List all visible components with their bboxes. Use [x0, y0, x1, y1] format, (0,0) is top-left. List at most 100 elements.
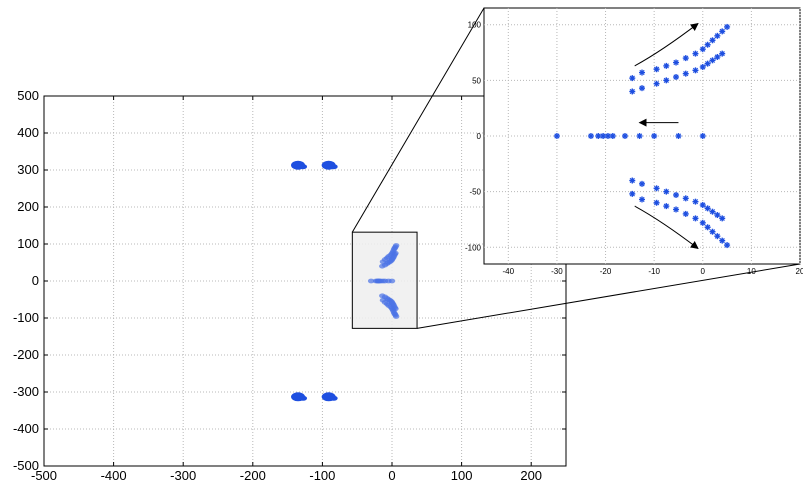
- inset-data-point: [653, 80, 660, 87]
- main-y-tick-label: 300: [17, 162, 39, 177]
- inset-data-point: [595, 133, 602, 139]
- inset-data-point: [719, 50, 726, 57]
- main-y-tick-label: 400: [17, 125, 39, 140]
- inset-data-point: [719, 237, 726, 244]
- inset-data-point: [709, 57, 716, 64]
- main-plot: -500 -400 -300 -200 -100 0 100 200-500-400-300-…: [13, 88, 567, 483]
- inset-x-tick-label: -40: [503, 267, 515, 276]
- inset-data-point: [709, 228, 716, 235]
- inset-data-point: [699, 46, 706, 53]
- main-data-point: [388, 278, 396, 284]
- inset-y-tick-label: 0: [477, 132, 482, 141]
- zoom-connector-lines: [351, 7, 801, 329]
- inset-data-point: [699, 133, 706, 139]
- inset-data-point: [651, 133, 658, 139]
- inset-data-point: [724, 242, 731, 249]
- inset-data-point: [692, 215, 699, 222]
- main-y-tick-label: -100: [13, 310, 39, 325]
- main-x-tick-label: 200: [520, 468, 542, 483]
- inset-data-point: [663, 77, 670, 84]
- inset-data-point: [553, 133, 560, 139]
- inset-x-tick-label: 10: [747, 267, 756, 276]
- inset-data-point: [663, 203, 670, 210]
- inset-data-point: [709, 208, 716, 215]
- inset-data-point: [709, 37, 716, 44]
- inset-data-point: [692, 198, 699, 205]
- inset-data-point: [714, 32, 721, 39]
- inset-x-tick-label: -20: [600, 267, 612, 276]
- inset-data-point: [682, 210, 689, 217]
- inset-y-tick-label: 50: [472, 76, 481, 85]
- inset-data-point: [699, 202, 706, 209]
- main-x-tick-label: -100: [309, 468, 335, 483]
- main-y-tick-label: 100: [17, 236, 39, 251]
- main-data-point: [392, 306, 399, 312]
- main-x-tick-label: 100: [451, 468, 473, 483]
- zoom-connector-line: [351, 7, 485, 233]
- inset-x-tick-label: 20: [796, 267, 803, 276]
- pole-cluster-tail: [329, 164, 338, 170]
- main-y-tick-label: -400: [13, 421, 39, 436]
- inset-data-point: [636, 133, 643, 139]
- main-data-point: [367, 278, 375, 284]
- inset-data-point: [673, 206, 680, 213]
- inset-data-point: [682, 55, 689, 62]
- inset-data-point: [704, 60, 711, 67]
- inset-data-point: [682, 70, 689, 77]
- main-x-tick-label: -500: [31, 468, 57, 483]
- inset-data-point: [682, 195, 689, 202]
- inset-data-point: [714, 212, 721, 219]
- trajectory-arrow: [634, 205, 699, 250]
- inset-data-point: [639, 85, 645, 92]
- inset-data-point: [692, 50, 699, 57]
- inset-data-point: [673, 191, 680, 198]
- inset-data-point: [653, 199, 660, 206]
- main-y-tick-label: 500: [17, 88, 39, 103]
- inset-y-tick-label: 100: [468, 21, 482, 30]
- inset-data-point: [719, 28, 726, 35]
- inset-y-tick-label: -100: [465, 243, 482, 252]
- main-x-tick-label: -200: [240, 468, 266, 483]
- inset-data-point: [724, 23, 731, 30]
- trajectory-arrow: [634, 22, 699, 67]
- inset-data-point: [639, 180, 645, 187]
- inset-x-tick-label: -10: [648, 267, 660, 276]
- inset-data-point: [629, 190, 636, 197]
- inset-data-point: [704, 224, 711, 231]
- inset-data-point: [653, 185, 660, 192]
- pole-cluster-tail: [299, 164, 308, 170]
- main-x-tick-label: -400: [101, 468, 127, 483]
- inset-data-point: [639, 69, 645, 76]
- inset-data-point: [699, 63, 706, 70]
- inset-data-point: [629, 88, 636, 95]
- main-y-tick-label: -300: [13, 384, 39, 399]
- inset-x-tick-label: 0: [701, 267, 706, 276]
- inset-data-point: [714, 53, 721, 60]
- inset-data-point: [587, 133, 594, 139]
- inset-y-tick-label: -50: [469, 188, 481, 197]
- inset-data-point: [639, 196, 645, 203]
- inset-x-tick-label: -30: [551, 267, 563, 276]
- zoom-connector-line: [416, 263, 801, 329]
- main-data-point: [392, 243, 400, 248]
- inset-data-point: [653, 66, 660, 73]
- main-y-tick-label: 0: [32, 273, 39, 288]
- inset-data-point: [663, 188, 670, 195]
- inset-data-point: [663, 62, 670, 69]
- main-y-tick-label: -200: [13, 347, 39, 362]
- inset-data-point: [629, 75, 636, 82]
- inset-data-point: [692, 67, 699, 74]
- inset-data-point: [714, 233, 721, 240]
- inset-data-point: [719, 215, 726, 222]
- inset-data-point: [604, 133, 611, 139]
- pole-cluster-tail: [329, 395, 338, 401]
- inset-data-point: [699, 219, 706, 226]
- main-x-tick-label: -300: [170, 468, 196, 483]
- main-x-tick-label: 0: [388, 468, 395, 483]
- main-y-tick-label: 200: [17, 199, 39, 214]
- main-y-tick-label: -500: [13, 458, 39, 473]
- inset-data-point: [704, 41, 711, 48]
- inset-data-point: [675, 133, 682, 139]
